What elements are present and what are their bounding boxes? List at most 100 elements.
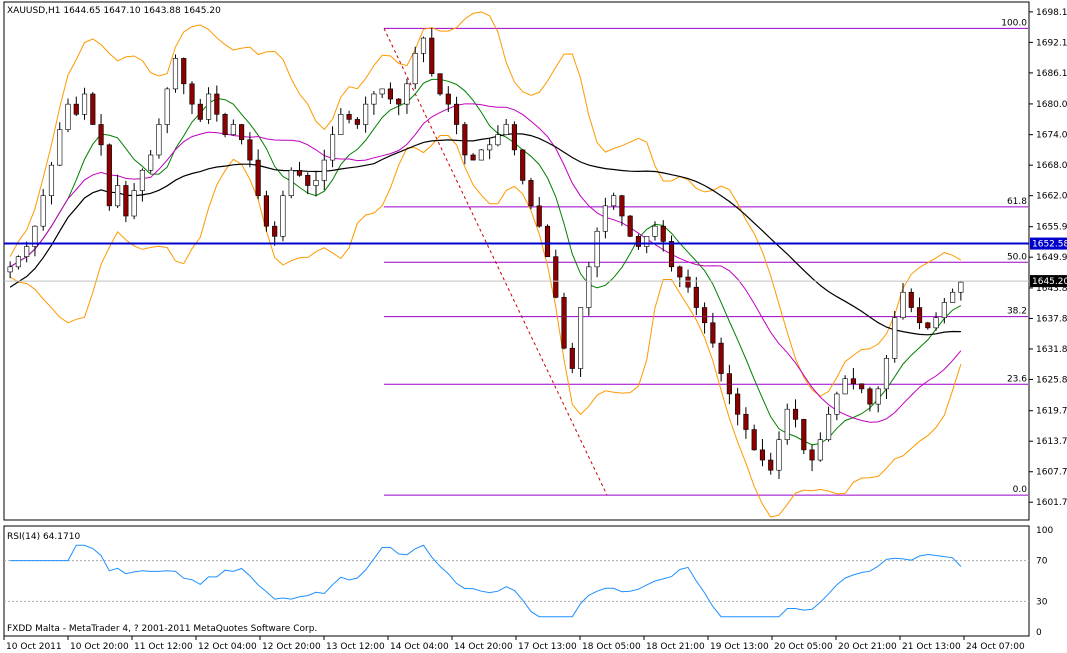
y-tick-label: 1613.70 [1036,437,1067,447]
x-tick-label: 20 Oct 21:00 [838,642,897,652]
main-panel [3,1,1030,521]
candle-body [950,291,956,303]
candle-body [693,286,699,308]
candle-body [181,58,187,85]
fib-level-label: 0.0 [1013,485,1028,495]
candle-body [809,449,815,461]
candle-body [98,124,104,146]
candle-body [875,388,881,405]
y-tick-label: 1655.90 [1036,223,1067,233]
candle-body [115,185,121,207]
candle-body [404,83,410,105]
rsi-tick-label: 0 [1036,628,1042,638]
candle-body [346,114,352,120]
candle-body [106,144,112,207]
candle-body [354,119,360,125]
candle-body [329,134,336,161]
candle-body [255,159,261,196]
candle-body [247,139,253,161]
candle-body [387,88,394,100]
fib-level-label: 100.0 [1001,18,1027,28]
candle-body [718,342,724,374]
candle-body [900,291,906,318]
candle-body [702,307,708,324]
candle-body [834,393,840,415]
x-tick-label: 11 Oct 12:00 [134,642,193,652]
rsi-header: RSI(14) 64.1710 [7,532,80,542]
candle-body [189,83,195,105]
copyright-text: FXDD Malta - MetaTrader 4, ? 2001-2011 M… [7,624,317,634]
candle-body [784,408,790,441]
candle-body [73,103,79,115]
candle-body [156,124,162,156]
candle-body [495,134,501,146]
candle-body [735,393,741,415]
candle-body [478,149,484,161]
candle-body [305,175,311,186]
candle-body [148,154,154,171]
y-tick-label: 1698.15 [1036,8,1067,18]
x-tick-label: 20 Oct 05:00 [774,642,833,652]
candle-body [586,266,592,308]
candle-body [553,256,559,298]
candle-body [668,241,675,268]
fib-trendline [383,28,608,496]
candle-body [313,180,319,186]
candle-body [644,236,650,247]
candle-body [908,291,914,308]
candle-body [363,103,369,125]
candle-body [941,302,947,318]
candle-body [65,103,71,130]
candle-body [131,190,137,217]
candle-body [710,322,716,344]
candle-body [32,225,38,247]
horizontal-level-line[interactable]: 1652.58 1645.20 [4,237,1067,288]
candle-body [569,347,575,369]
candle-body [759,449,766,461]
rsi-tick-label: 30 [1036,597,1048,607]
candle-body [883,358,890,390]
candle-body [842,378,848,395]
candle-body [619,195,625,217]
candle-body [792,408,799,420]
candle-body [164,88,170,125]
candle-body [958,281,964,293]
x-tick-label: 14 Oct 20:00 [454,642,513,652]
candle-body [412,53,418,85]
candle-body [24,246,30,257]
rsi-line [10,544,962,618]
support-price-label: 1652.58 [1032,240,1067,250]
candle-body [726,373,732,395]
candle-body [263,195,269,227]
y-tick-label: 1619.70 [1036,407,1067,417]
current-price-label: 1645.20 [1032,277,1067,287]
x-tick-label: 12 Oct 04:00 [198,642,257,652]
candle-body [544,225,551,257]
candle-body [594,230,600,268]
candle-body [437,73,443,95]
candle-body [462,124,468,156]
candle-body [214,93,220,115]
candle-body [743,413,749,430]
candle-body [817,439,823,461]
rsi-panel [3,525,1030,637]
candle-body [892,317,898,359]
candle-body [925,322,931,329]
candle-body [751,429,757,451]
candle-body [520,149,526,181]
candle-body [172,58,179,90]
candle-body [7,266,13,273]
y-tick-label: 1631.85 [1036,345,1067,355]
candle-body [296,169,303,176]
y-tick-label: 1692.15 [1036,38,1067,48]
candle-body [81,93,88,115]
x-tick-label: 10 Oct 20:00 [70,642,129,652]
x-tick-label: 19 Oct 13:00 [710,642,769,652]
y-tick-label: 1686.15 [1036,69,1067,79]
candlesticks [7,28,964,479]
candle-body [602,205,608,232]
fib-level-label: 23.6 [1007,374,1027,384]
candle-body [859,383,865,390]
candle-body [801,419,807,451]
